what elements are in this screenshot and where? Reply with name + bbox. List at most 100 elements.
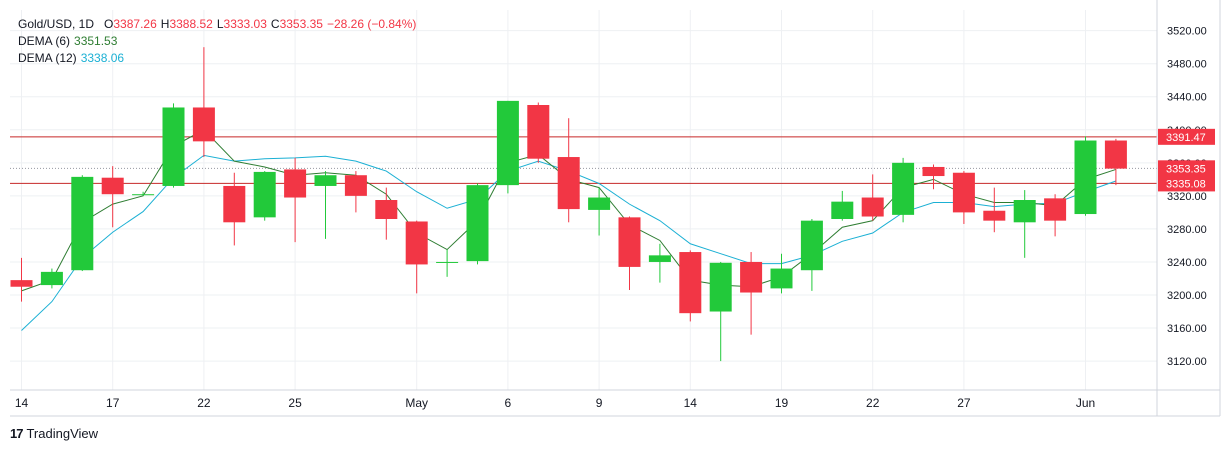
candle-body	[618, 217, 641, 267]
candle-up	[253, 171, 276, 221]
candle-down	[527, 102, 550, 163]
y-tick-label: 3480.00	[1167, 59, 1207, 71]
candle-body	[132, 194, 155, 196]
high-key: H	[160, 17, 170, 31]
tradingview-brand[interactable]: 17 TradingView	[10, 426, 98, 441]
candle-down	[618, 216, 641, 291]
ohlc-row: Gold/USD, 1D O3387.26 H3388.52 L3333.03 C335…	[18, 16, 416, 33]
axes: 3520.003480.003440.003400.003360.003320.…	[10, 0, 1221, 417]
x-tick-label: 17	[106, 396, 120, 410]
x-tick-label: 22	[866, 396, 880, 410]
dema6-row[interactable]: DEMA (6) 3351.53	[18, 33, 416, 50]
candle-up	[831, 190, 854, 221]
candle-up	[1074, 136, 1097, 216]
candle-body	[831, 201, 854, 219]
candle-body	[314, 175, 337, 186]
candle-body	[284, 169, 307, 198]
candle-body	[557, 157, 580, 210]
candle-body	[253, 171, 276, 218]
candle-body	[466, 185, 489, 262]
candle-down	[344, 171, 367, 213]
y-tick-label: 3520.00	[1167, 26, 1207, 38]
candle-down	[983, 187, 1006, 233]
low-value: 3333.03	[223, 17, 267, 31]
candle-body	[192, 107, 215, 142]
candle-body	[101, 177, 124, 195]
candle-down	[10, 257, 33, 302]
x-tick-label: Jun	[1076, 396, 1095, 410]
candle-up	[132, 191, 155, 196]
candle-body	[588, 197, 611, 210]
candle-body	[496, 100, 519, 186]
dema12-value: 3338.06	[80, 51, 125, 65]
candle-body	[922, 166, 945, 177]
candle-body	[770, 268, 793, 289]
candle-down	[375, 187, 398, 240]
candle-body	[800, 220, 823, 271]
open-value: 3387.26	[113, 17, 157, 31]
y-tick-label: 3280.00	[1167, 224, 1207, 236]
candle-body	[436, 261, 459, 263]
candle-body	[1074, 140, 1097, 215]
candle-up	[770, 253, 793, 294]
dema12-label: DEMA (12)	[18, 51, 77, 65]
candle-body	[10, 280, 33, 287]
candle-body	[648, 255, 671, 262]
candle-up	[466, 183, 489, 265]
low-key: L	[216, 17, 224, 31]
candle-down	[679, 250, 702, 322]
candle-up	[892, 157, 915, 223]
dema6-label: DEMA (6)	[18, 34, 71, 48]
candle-up	[1013, 190, 1036, 258]
candle-down	[223, 172, 246, 246]
price-level-tag-text: 3353.35	[1166, 163, 1206, 175]
candles[interactable]	[10, 47, 1127, 362]
candle-body	[861, 197, 884, 217]
y-tick-label: 3200.00	[1167, 290, 1207, 302]
candle-down	[922, 164, 945, 190]
candle-body	[740, 261, 763, 293]
x-tick-label: 22	[197, 396, 211, 410]
candle-body	[1104, 140, 1127, 169]
candle-body	[983, 210, 1006, 221]
price-level-tag	[1158, 175, 1215, 192]
candle-up	[71, 175, 94, 272]
candle-body	[1013, 200, 1036, 223]
price-level-tag	[1158, 128, 1215, 145]
candle-down	[284, 157, 307, 243]
y-tick-label: 3240.00	[1167, 257, 1207, 269]
price-level-tag-text: 3335.08	[1166, 178, 1206, 190]
y-tick-label: 3160.00	[1167, 323, 1207, 335]
symbol-label[interactable]: Gold/USD, 1D	[18, 17, 95, 31]
price-level-tag	[1158, 160, 1215, 177]
candle-up	[588, 187, 611, 236]
candle-down	[1044, 194, 1067, 237]
candle-up	[436, 249, 459, 277]
tradingview-logo-icon: 17	[10, 426, 24, 441]
candle-up	[314, 171, 337, 239]
candle-up	[162, 103, 185, 188]
candle-up	[648, 243, 671, 283]
close-key: C	[270, 17, 280, 31]
y-tick-label: 3320.00	[1167, 191, 1207, 203]
brand-name: TradingView	[26, 426, 99, 441]
x-tick-label: 14	[15, 396, 29, 410]
open-key: O	[104, 17, 114, 31]
candle-body	[527, 105, 550, 159]
candle-down	[101, 166, 124, 228]
candle-down	[405, 220, 428, 294]
candle-down	[861, 174, 884, 221]
candle-body	[223, 185, 246, 223]
y-tick-label: 3120.00	[1167, 356, 1207, 368]
x-tick-label: 14	[684, 396, 698, 410]
candle-body	[952, 172, 975, 213]
candle-body	[71, 176, 94, 271]
candle-down	[1104, 138, 1127, 186]
dema12-row[interactable]: DEMA (12) 3338.06	[18, 50, 416, 67]
candle-up	[496, 100, 519, 194]
candle-body	[405, 221, 428, 265]
candle-body	[162, 107, 185, 186]
candle-down	[952, 171, 975, 224]
x-tick-label: 9	[596, 396, 603, 410]
